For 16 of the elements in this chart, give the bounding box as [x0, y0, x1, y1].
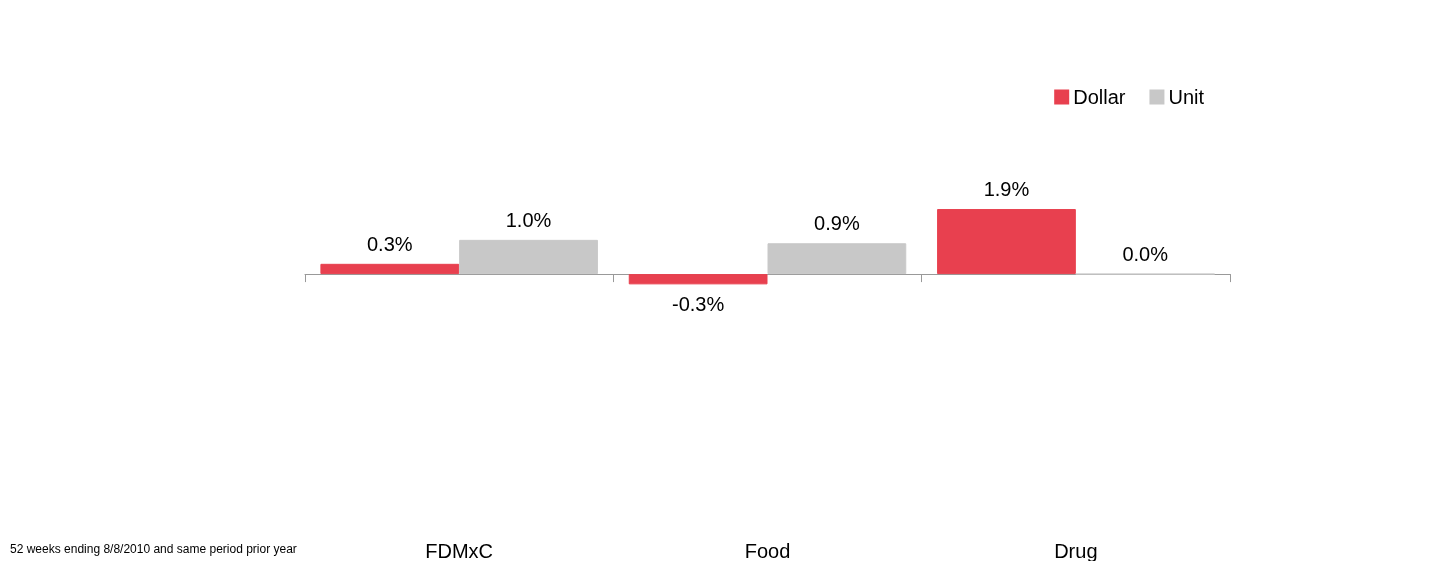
- bar: [320, 263, 460, 275]
- data-label: 1.9%: [983, 178, 1030, 201]
- legend-label: Dollar: [1073, 86, 1126, 108]
- x-tick-label: Food: [744, 540, 791, 561]
- bar: [767, 243, 907, 275]
- bar: [937, 209, 1076, 275]
- text: 52 weeks ending 8/8/2010 and same period prior year: [10, 542, 297, 556]
- data-label: 1.0%: [505, 208, 552, 231]
- bar: [628, 274, 768, 285]
- data-label: -0.3%: [672, 293, 725, 316]
- x-tick-label: FDMxC: [425, 540, 494, 561]
- data-label: 0.3%: [366, 232, 413, 255]
- data-label: 0.9%: [814, 212, 860, 235]
- bar: [459, 239, 598, 275]
- legend-label: Unit: [1168, 86, 1205, 108]
- data-label: 0.0%: [1122, 242, 1169, 265]
